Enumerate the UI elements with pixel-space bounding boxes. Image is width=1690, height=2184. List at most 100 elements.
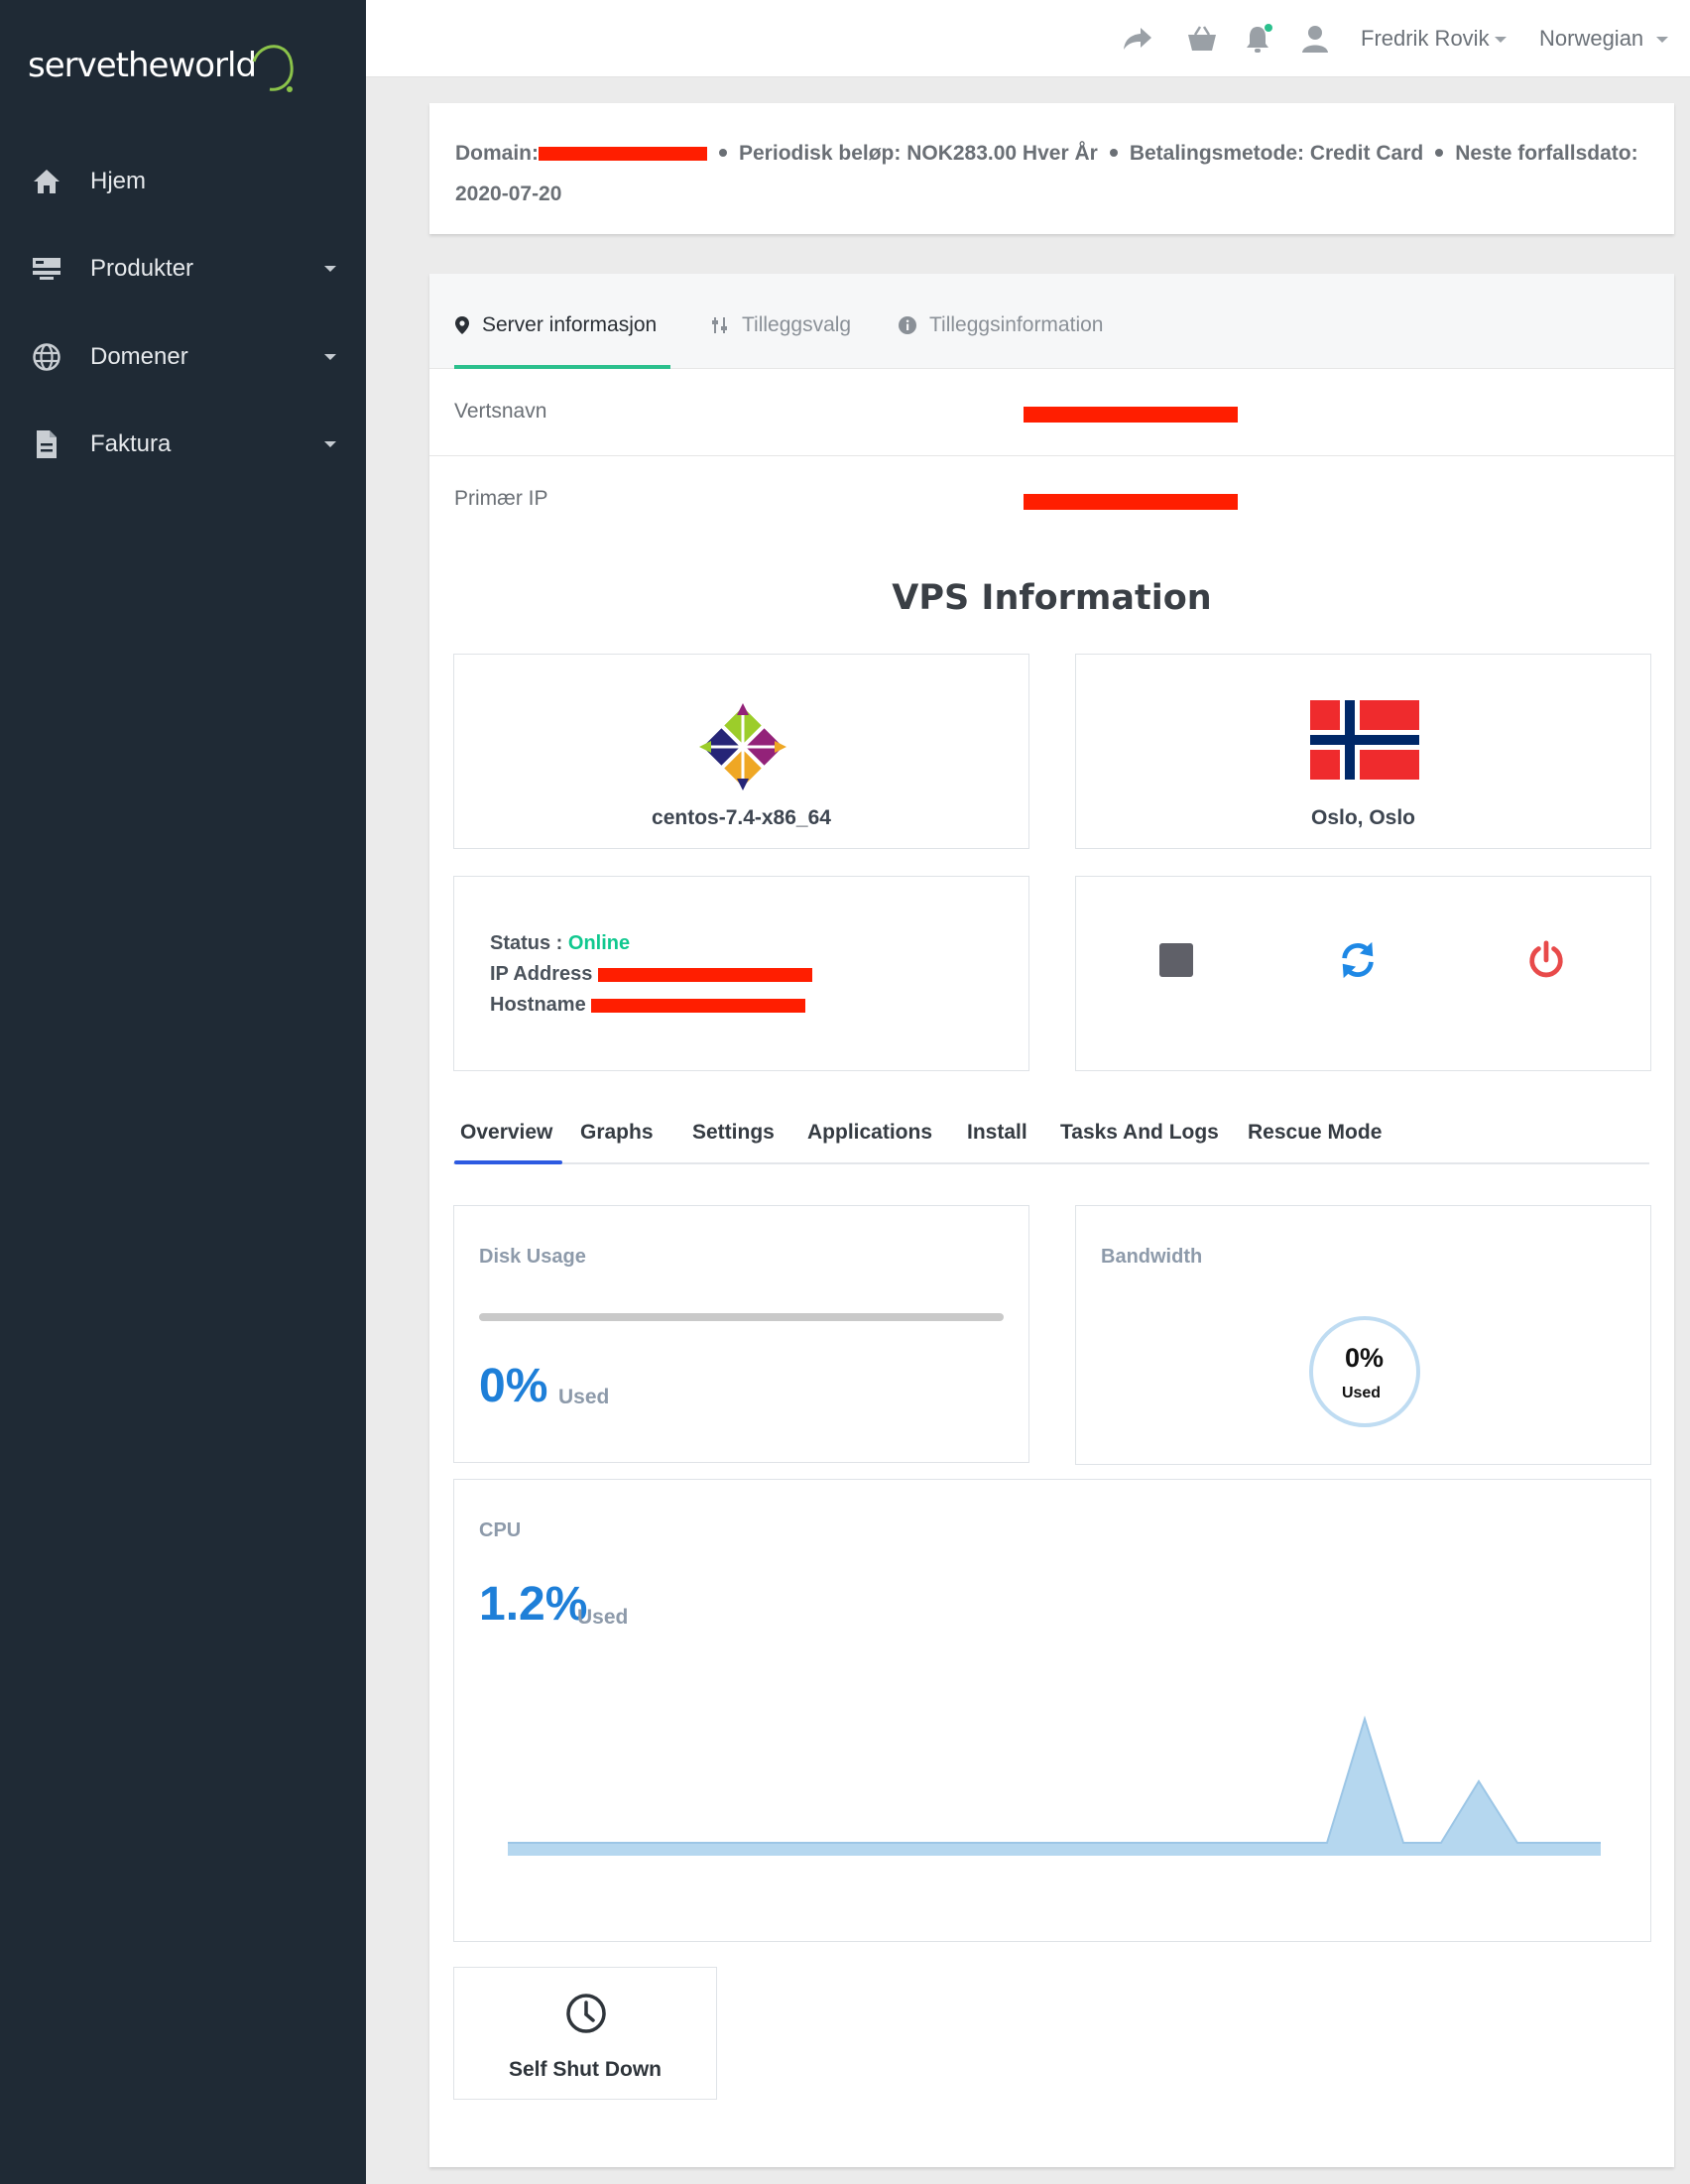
cpu-sparkline-line [508,1715,1601,1844]
brand-logo[interactable]: servetheworld [28,36,296,95]
bandwidth-label: Bandwidth [1101,1246,1203,1268]
stop-button[interactable] [1156,940,1196,980]
bandwidth-percent: 0% [1344,1343,1385,1373]
status-details: Status : Online IP Address Hostname [490,928,812,1021]
tab-tilleggsinformation[interactable]: Tilleggsinformation [898,305,1103,345]
tab-settings[interactable]: Settings [692,1121,775,1144]
stop-icon [1159,943,1193,977]
info-icon [898,315,917,335]
cpu-sparkline-area [508,1719,1601,1856]
redacted-primary-ip [1024,494,1238,510]
payment-method: Betalingsmetode: Credit Card [1129,142,1424,165]
bell-icon[interactable] [1242,22,1275,56]
restart-icon [1342,941,1374,979]
service-tabs: Server informasjon Tilleggsvalg Tilleggs… [429,274,1674,369]
cpu-box: CPU 1.2% Used [453,1479,1651,1942]
bandwidth-gauge [1309,1316,1420,1427]
tab-server-info[interactable]: Server informasjon [454,305,657,345]
user-menu[interactable]: Fredrik Rovik [1361,26,1490,51]
domain-label: Domain: [455,142,539,165]
sidebar-item-produkter[interactable]: Produkter [0,234,366,303]
disk-progress-bar [479,1313,1004,1321]
tab-label: Tilleggsinformation [929,313,1104,336]
service-details-card: Server informasjon Tilleggsvalg Tilleggs… [429,274,1674,2167]
logo-text: servetheworld [28,46,257,85]
tab-overview[interactable]: Overview [460,1121,553,1144]
vps-title: VPS Information [892,578,1212,618]
share-icon[interactable] [1121,22,1154,56]
chevron-down-icon [324,441,336,447]
self-shutdown-button[interactable]: Self Shut Down [453,1967,717,2100]
sidebar: servetheworld Hjem Produkter Domener Fak… [0,0,366,2184]
tab-install[interactable]: Install [967,1121,1027,1144]
globe-icon [30,340,63,374]
sidebar-item-domener[interactable]: Domener [0,322,366,392]
sidebar-item-label: Domener [90,343,188,370]
chevron-down-icon [324,266,336,272]
cpu-label: CPU [479,1519,522,1541]
disk-usage-box: Disk Usage 0% Used [453,1205,1029,1463]
primary-ip-label: Primær IP [454,487,548,510]
tab-tilleggsvalg[interactable]: Tilleggsvalg [710,305,851,345]
tab-tasks-and-logs[interactable]: Tasks And Logs [1060,1121,1219,1144]
sliders-icon [710,315,730,335]
chevron-down-icon[interactable] [1656,37,1668,43]
power-button[interactable] [1526,940,1566,980]
sidebar-item-faktura[interactable]: Faktura [0,410,366,479]
disk-usage-percent: 0% [479,1360,548,1412]
chevron-down-icon[interactable] [1495,37,1507,43]
next-due-label: Neste forfallsdato: [1455,142,1638,165]
redacted-domain [539,147,707,162]
sidebar-item-label: Faktura [90,430,172,457]
sidebar-item-label: Produkter [90,255,194,282]
redacted-hostname [1024,407,1238,423]
home-icon [30,165,63,198]
clock-icon [566,1994,606,2033]
status-badge: Online [567,932,631,954]
cpu-sparkline-chart [508,1715,1601,1856]
recurring-amount: Periodisk beløp: NOK283.00 Hver År [739,142,1098,165]
bandwidth-used-label: Used [1341,1385,1382,1401]
os-box: centos-7.4-x86_64 [453,654,1029,849]
cpu-usage-percent: 1.2% [479,1578,588,1631]
active-tab-indicator [454,1160,562,1164]
hostname-label: Vertsnavn [454,400,547,423]
top-bar: Fredrik Rovik Norwegian [366,0,1690,77]
language-selector[interactable]: Norwegian [1539,26,1644,51]
os-name: centos-7.4-x86_64 [652,806,831,829]
location-box: Oslo, Oslo [1075,654,1651,849]
redacted-hostname [591,998,806,1013]
primary-ip-row: Primær IP [429,456,1674,544]
power-controls-box [1075,876,1651,1071]
sidebar-item-hjem[interactable]: Hjem [0,147,366,216]
location-name: Oslo, Oslo [1310,806,1416,829]
tab-label: Tilleggsvalg [742,313,852,336]
logo-swoosh-icon [252,45,294,92]
status-label: Status : [490,932,563,954]
redacted-ip [597,967,812,982]
chevron-down-icon [324,354,336,360]
ip-address-label: IP Address [490,963,593,985]
norway-flag-icon [1310,700,1419,780]
disk-used-label: Used [558,1386,610,1408]
sidebar-item-label: Hjem [90,168,147,194]
tab-graphs[interactable]: Graphs [580,1121,654,1144]
user-icon[interactable] [1298,22,1332,56]
active-tab-indicator [454,365,670,369]
vps-tabs: Overview Graphs Settings Applications In… [453,1117,1649,1164]
document-icon [30,427,63,461]
bandwidth-box: Bandwidth 0% Used [1075,1205,1651,1465]
server-icon [30,252,63,286]
disk-usage-label: Disk Usage [479,1246,586,1268]
self-shutdown-label: Self Shut Down [509,2058,662,2081]
tab-rescue-mode[interactable]: Rescue Mode [1248,1121,1383,1144]
restart-button[interactable] [1338,940,1378,980]
status-box: Status : Online IP Address Hostname [453,876,1029,1071]
hostname-label: Hostname [490,994,586,1016]
hostname-row: Vertsnavn [429,369,1674,456]
centos-logo-icon [698,702,787,791]
tab-label: Server informasjon [482,313,658,336]
tab-applications[interactable]: Applications [807,1121,933,1144]
service-summary-card: Domain: Periodisk beløp: NOK283.00 Hver Å… [429,103,1674,234]
basket-icon[interactable] [1185,22,1219,56]
